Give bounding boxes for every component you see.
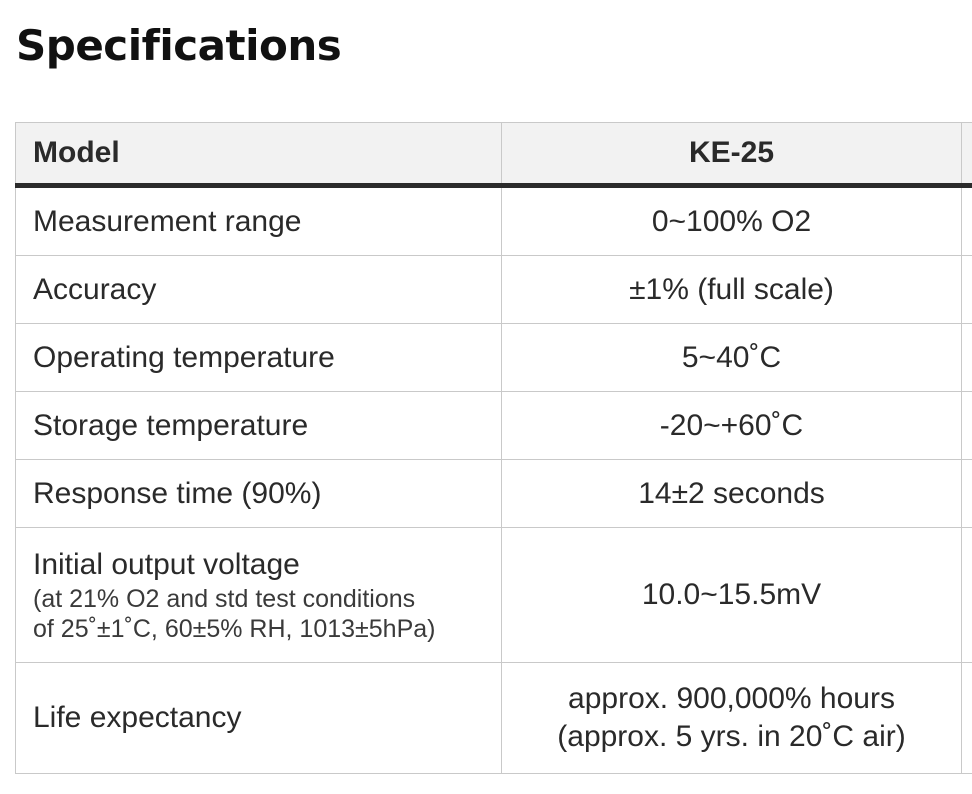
row-value-multiline: approx. 900,000% hours (approx. 5 yrs. i… xyxy=(501,662,962,774)
header-model: KE-25 xyxy=(501,122,962,188)
row-label: Measurement range xyxy=(15,185,502,256)
table-header-row: Model KE-25 xyxy=(15,122,972,188)
row-extra-cell xyxy=(961,323,972,392)
row-value: -20~+60˚C xyxy=(501,391,962,460)
row-value: 10.0~15.5mV xyxy=(501,527,962,663)
row-value: 0~100% O2 xyxy=(501,185,962,256)
table-row: Life expectancy approx. 900,000% hours (… xyxy=(15,662,972,774)
row-value: 14±2 seconds xyxy=(501,459,962,528)
specifications-table: Model KE-25 Measurement range 0~100% O2 … xyxy=(15,122,972,774)
row-extra-cell xyxy=(961,662,972,774)
row-note-line: (at 21% O2 and std test conditions xyxy=(33,585,416,613)
row-note-line: of 25˚±1˚C, 60±5% RH, 1013±5hPa) xyxy=(33,615,436,643)
header-label: Model xyxy=(15,122,502,188)
row-label: Life expectancy xyxy=(15,662,502,774)
row-value: 5~40˚C xyxy=(501,323,962,392)
row-label: Operating temperature xyxy=(15,323,502,392)
header-extra-column xyxy=(961,122,972,188)
row-label: Storage temperature xyxy=(15,391,502,460)
row-label-with-note: Initial output voltage (at 21% O2 and st… xyxy=(15,527,502,663)
row-extra-cell xyxy=(961,185,972,256)
row-value-line: approx. 900,000% hours xyxy=(568,682,895,715)
row-extra-cell xyxy=(961,391,972,460)
row-extra-cell xyxy=(961,527,972,663)
row-value: ±1% (full scale) xyxy=(501,255,962,324)
table-row: Storage temperature -20~+60˚C xyxy=(15,391,972,460)
row-extra-cell xyxy=(961,459,972,528)
page-title: Specifications xyxy=(16,21,342,70)
row-value-line: (approx. 5 yrs. in 20˚C air) xyxy=(557,720,906,753)
row-label: Response time (90%) xyxy=(15,459,502,528)
table-row: Response time (90%) 14±2 seconds xyxy=(15,459,972,528)
table-row: Operating temperature 5~40˚C xyxy=(15,323,972,392)
row-extra-cell xyxy=(961,255,972,324)
table-row: Accuracy ±1% (full scale) xyxy=(15,255,972,324)
row-label: Accuracy xyxy=(15,255,502,324)
row-label: Initial output voltage xyxy=(33,548,300,581)
table-row: Measurement range 0~100% O2 xyxy=(15,185,972,256)
table-row: Initial output voltage (at 21% O2 and st… xyxy=(15,527,972,663)
